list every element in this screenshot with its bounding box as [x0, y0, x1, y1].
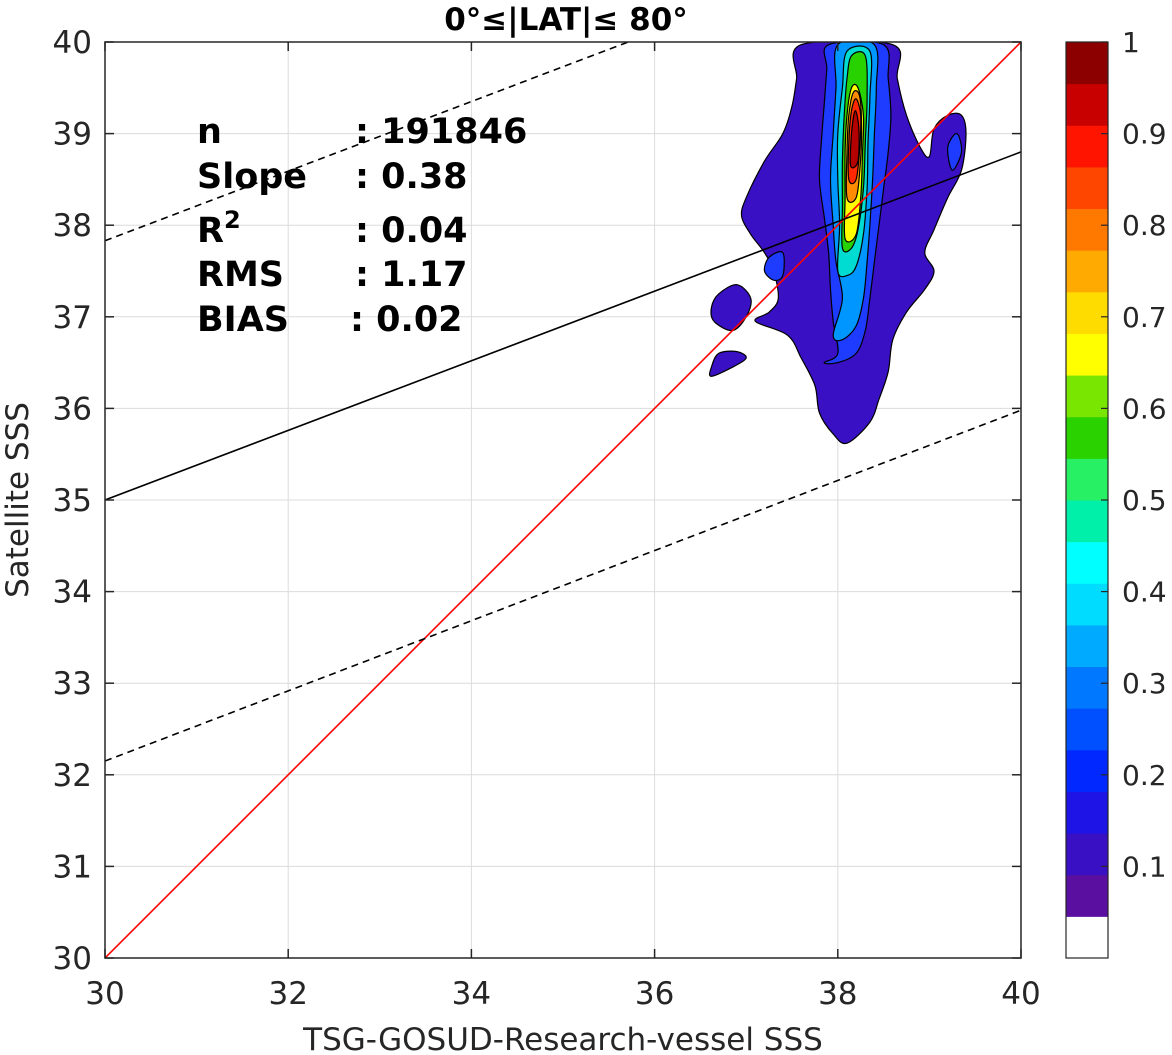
colorbar-segment	[1066, 541, 1108, 584]
colorbar-segment	[1066, 125, 1108, 168]
x-tick-label: 40	[1001, 976, 1040, 1012]
density-contour-0.15	[947, 133, 963, 171]
colorbar-segment	[1066, 333, 1108, 376]
colorbar-segment	[1066, 916, 1108, 959]
colorbar-segment	[1066, 708, 1108, 751]
stat-value: : 0.04	[355, 211, 468, 251]
stat-label-text: n	[197, 112, 222, 152]
x-tick-label: 32	[268, 976, 307, 1012]
x-tick-label: 38	[818, 976, 857, 1012]
stat-value: : 0.02	[350, 300, 463, 340]
one-to-one-line	[105, 42, 1021, 958]
stat-label-text: BIAS	[197, 300, 289, 340]
colorbar-tick-label: 0.7	[1122, 301, 1167, 334]
colorbar-segment	[1066, 874, 1108, 917]
colorbar-segment	[1066, 416, 1108, 459]
stat-label: Slope	[197, 157, 307, 197]
colorbar: 0.1 0.2 0.3 0.4 0.5 0.6 0.7 0.8 0.9 1	[1065, 26, 1167, 959]
y-tick-labels: 30 31 32 33 34 35 36 37 38 39 40	[53, 25, 92, 977]
reference-lines	[105, 42, 1021, 958]
stat-label-text: RMS	[197, 255, 284, 295]
colorbar-tick-label: 0.9	[1122, 118, 1167, 151]
stat-label-text: Slope	[197, 157, 307, 197]
stat-value: : 1.17	[355, 255, 468, 295]
stat-value: : 191846	[355, 112, 527, 152]
y-tick-label: 31	[53, 849, 92, 885]
colorbar-segment	[1066, 42, 1108, 85]
x-tick-label: 36	[635, 976, 674, 1012]
y-tick-label: 32	[53, 758, 92, 794]
lower-bound-line	[105, 409, 1021, 762]
colorbar-segment	[1066, 458, 1108, 501]
y-tick-label: 37	[53, 300, 92, 336]
x-tick-labels: 30 32 34 36 38 40	[85, 976, 1040, 1012]
density-contour-0.95	[849, 110, 860, 169]
grid	[104, 41, 1022, 959]
density-contour-0.05	[708, 350, 747, 377]
y-tick-label: 34	[53, 575, 92, 611]
chart-title: 0°≤|LAT|≤ 80°	[444, 2, 688, 38]
colorbar-segment	[1066, 583, 1108, 626]
x-tick-label: 30	[85, 976, 124, 1012]
y-tick-label: 33	[53, 666, 92, 702]
colorbar-segment	[1066, 666, 1108, 709]
regression-line	[105, 151, 1021, 501]
colorbar-tick-label: 0.4	[1122, 576, 1167, 609]
colorbar-tick-label: 0.6	[1122, 392, 1167, 425]
stat-label-text: R	[197, 211, 224, 251]
x-tick-label: 34	[452, 976, 491, 1012]
stat-value: : 0.38	[355, 157, 468, 197]
colorbar-tick-label: 0.8	[1122, 209, 1167, 242]
stat-label: BIAS	[197, 300, 289, 340]
stat-label: RMS	[197, 255, 284, 295]
axis-ticks	[104, 41, 1022, 959]
density-contour-0.15	[763, 251, 785, 282]
colorbar-segment	[1066, 791, 1108, 834]
colorbar-segment	[1066, 291, 1108, 334]
colorbar-segment	[1066, 250, 1108, 293]
stats-box: n : 191846 Slope : 0.38 R2 : 0.04 RMS : 1.17 BIA…	[197, 112, 527, 340]
colorbar-segment	[1066, 500, 1108, 543]
colorbar-segment	[1066, 166, 1108, 210]
colorbar-tick-label: 0.1	[1122, 850, 1167, 883]
y-tick-label: 40	[53, 25, 92, 61]
colorbar-tick-label: 1	[1122, 26, 1140, 59]
colorbar-tick-label: 0.5	[1122, 484, 1167, 517]
colorbar-tick-label: 0.3	[1122, 667, 1167, 700]
y-tick-label: 39	[53, 117, 92, 153]
stat-label-superscript: 2	[224, 206, 241, 234]
colorbar-segment	[1066, 83, 1108, 126]
y-axis-label: Satellite SSS	[0, 402, 36, 598]
x-axis-label: TSG-GOSUD-Research-vessel SSS	[302, 1022, 823, 1055]
y-tick-label: 36	[53, 391, 92, 427]
colorbar-segment	[1066, 749, 1108, 792]
y-tick-label: 30	[53, 941, 92, 977]
y-tick-label: 35	[53, 483, 92, 519]
colorbar-segment	[1066, 375, 1108, 418]
stat-label: n	[197, 112, 222, 152]
y-tick-label: 38	[53, 208, 92, 244]
colorbar-tick-label: 0.2	[1122, 759, 1167, 792]
colorbar-segment	[1066, 208, 1108, 251]
colorbar-segment	[1066, 833, 1108, 876]
colorbar-segment	[1066, 624, 1108, 668]
stat-label: R2	[197, 206, 241, 251]
